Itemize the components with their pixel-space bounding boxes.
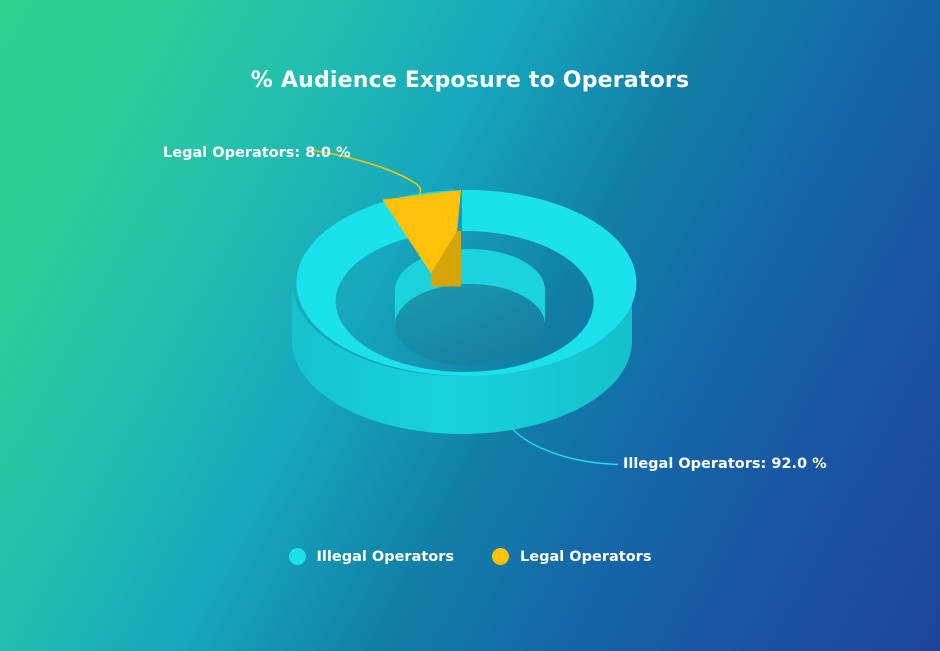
slice-label-illegal: Illegal Operators: 92.0 % [623, 456, 827, 472]
donut-hole [395, 284, 545, 366]
legend-item-legal-operators[interactable]: Legal Operators [492, 548, 651, 565]
slice-legal-operators[interactable] [382, 190, 462, 287]
chart-title: % Audience Exposure to Operators [250, 68, 690, 93]
chart-legend: Illegal Operators Legal Operators [0, 548, 940, 565]
leader-line-illegal [511, 427, 619, 466]
leader-line-legal [309, 149, 422, 195]
legend-label: Legal Operators [520, 548, 652, 565]
slice-illegal-operators[interactable] [296, 189, 637, 376]
slice-label-legal: Legal Operators: 8.0 % [163, 145, 351, 161]
legend-swatch-icon [288, 548, 306, 565]
legend-swatch-icon [492, 548, 510, 565]
donut-outer-side-wall [292, 283, 632, 434]
legend-item-illegal-operators[interactable]: Illegal Operators [288, 548, 455, 565]
legend-label: Illegal Operators [316, 548, 455, 565]
